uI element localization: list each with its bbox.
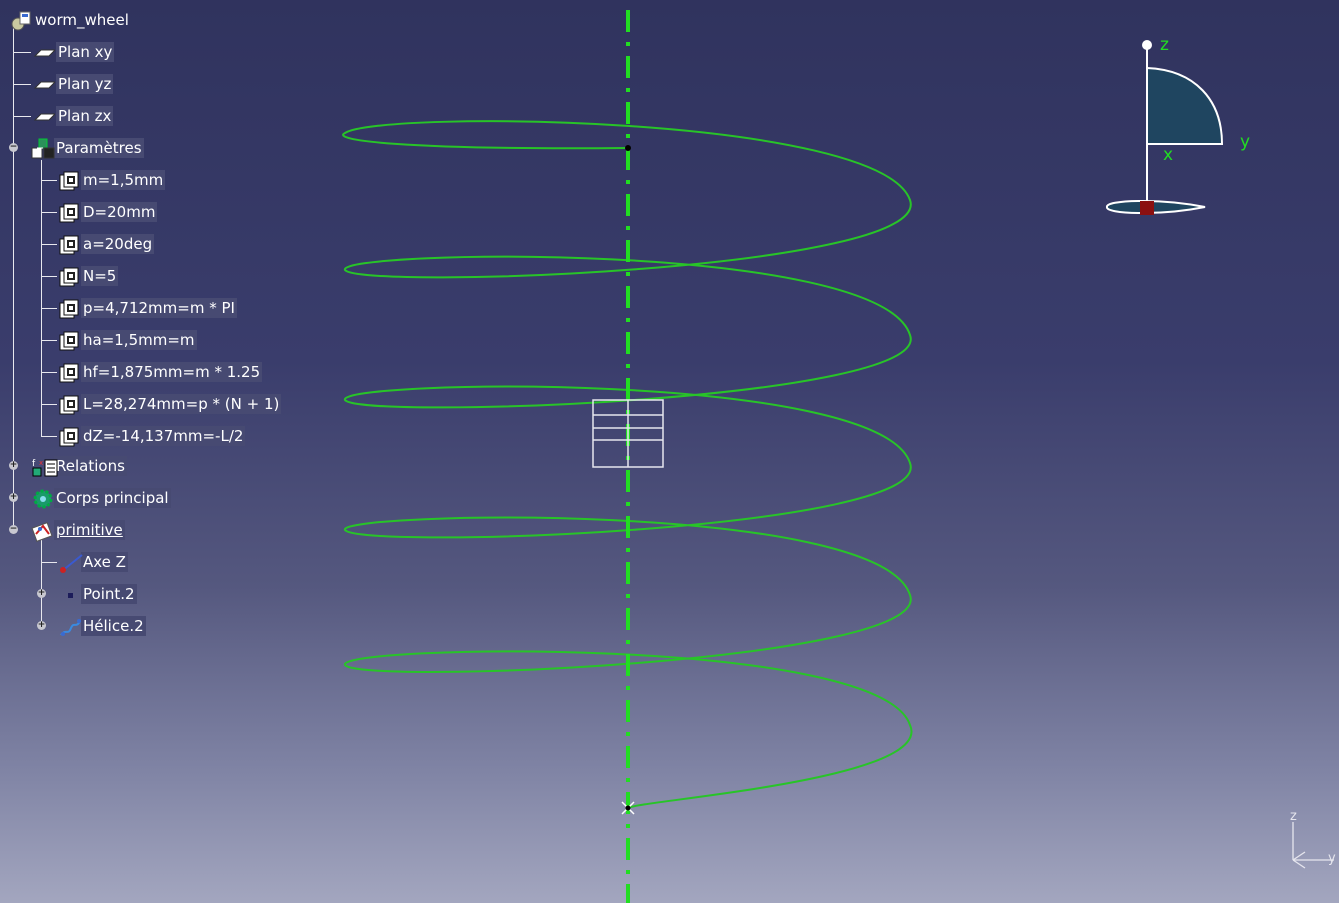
relations-expand-toggle[interactable]: +	[9, 460, 18, 470]
svg-text:f: f	[32, 459, 36, 469]
primitive-collapse-toggle[interactable]: −	[9, 524, 18, 534]
parameters-label: Paramètres	[54, 138, 144, 158]
parameter-item[interactable]: a=20deg	[58, 232, 155, 256]
tree-plane-yz[interactable]: Plan yz	[33, 72, 114, 96]
plane-icon	[33, 106, 57, 126]
relations-label: Relations	[54, 456, 127, 476]
parameter-label: L=28,274mm=p * (N + 1)	[81, 394, 282, 414]
helix-expand-toggle[interactable]: +	[37, 620, 46, 630]
parameter-item[interactable]: m=1,5mm	[58, 168, 166, 192]
tree-point[interactable]: Point.2	[58, 582, 137, 606]
point-label: Point.2	[81, 584, 137, 604]
parameter-icon	[58, 298, 79, 319]
parameter-label: dZ=-14,137mm=-L/2	[81, 426, 246, 446]
geometrical-set-icon	[31, 520, 53, 542]
compass-base-plane	[1105, 199, 1206, 215]
plane-icon	[33, 42, 57, 62]
tree-helix[interactable]: Hélice.2	[58, 614, 146, 638]
parameter-icon	[58, 362, 79, 383]
parameter-item[interactable]: N=5	[58, 264, 119, 288]
compass-quadrant	[1146, 66, 1224, 145]
point-icon	[58, 584, 78, 604]
helix-icon	[58, 616, 81, 636]
specification-tree[interactable]: − + + − + + worm_wheel Plan xy Plan yz P…	[0, 0, 330, 660]
primitive-label: primitive	[54, 520, 125, 540]
triad-y-label: y	[1328, 851, 1336, 866]
parameter-label: p=4,712mm=m * PI	[81, 298, 237, 318]
compass[interactable]: z y x	[1105, 35, 1250, 215]
tree-plane-zx[interactable]: Plan zx	[33, 104, 114, 128]
parameter-icon	[58, 266, 79, 287]
parameter-icon	[58, 330, 79, 351]
parameter-icon	[58, 234, 79, 255]
plane-icon	[33, 74, 57, 94]
root-label: worm_wheel	[35, 11, 129, 29]
tree-main-body[interactable]: Corps principal	[31, 486, 171, 510]
parameter-icon	[58, 202, 79, 223]
triad-z-label: z	[1290, 809, 1297, 824]
parameter-item[interactable]: dZ=-14,137mm=-L/2	[58, 424, 246, 448]
parameter-label: a=20deg	[81, 234, 155, 254]
parameter-item[interactable]: L=28,274mm=p * (N + 1)	[58, 392, 282, 416]
tree-plane-xy[interactable]: Plan xy	[33, 40, 115, 64]
line-icon	[58, 552, 83, 573]
main-body-expand-toggle[interactable]: +	[9, 492, 18, 502]
parameter-item[interactable]: D=20mm	[58, 200, 158, 224]
plane-yz-label: Plan yz	[56, 74, 114, 94]
parameters-collapse-toggle[interactable]: −	[9, 142, 18, 152]
parameter-item[interactable]: hf=1,875mm=m * 1.25	[58, 360, 263, 384]
tree-primitive[interactable]: primitive	[31, 518, 125, 542]
parameter-item[interactable]: ha=1,5mm=m	[58, 328, 197, 352]
compass-z-label: z	[1160, 35, 1169, 55]
parameter-label: D=20mm	[81, 202, 158, 222]
main-body-label: Corps principal	[54, 488, 171, 508]
compass-y-label: y	[1240, 132, 1250, 152]
parameters-set-icon	[31, 138, 55, 159]
parameter-item[interactable]: p=4,712mm=m * PI	[58, 296, 237, 320]
helix-curve[interactable]	[342, 120, 913, 809]
tree-parameters[interactable]: Paramètres	[31, 136, 144, 160]
parameter-label: hf=1,875mm=m * 1.25	[81, 362, 263, 382]
compass-x-label: x	[1163, 145, 1173, 165]
parameter-label: ha=1,5mm=m	[81, 330, 197, 350]
plane-zx-label: Plan zx	[56, 106, 114, 126]
parameter-icon	[58, 426, 79, 447]
parameter-label: N=5	[81, 266, 119, 286]
body-gear-icon	[31, 488, 53, 509]
point-expand-toggle[interactable]: +	[37, 588, 46, 598]
helix-start-point[interactable]	[625, 145, 631, 151]
tree-axis-z[interactable]: Axe Z	[58, 550, 128, 574]
part-icon	[10, 10, 31, 31]
origin-point[interactable]	[621, 801, 635, 815]
parameter-icon	[58, 170, 79, 191]
svg-text:x: x	[39, 459, 43, 467]
helix-label: Hélice.2	[81, 616, 146, 636]
plane-xy-label: Plan xy	[56, 42, 115, 62]
parameter-icon	[58, 394, 79, 415]
tree-root[interactable]: worm_wheel	[10, 8, 131, 32]
parameter-label: m=1,5mm	[81, 170, 166, 190]
axis-triad	[1292, 822, 1334, 869]
plane-representation[interactable]	[592, 399, 664, 468]
axis-z-label: Axe Z	[81, 552, 128, 572]
